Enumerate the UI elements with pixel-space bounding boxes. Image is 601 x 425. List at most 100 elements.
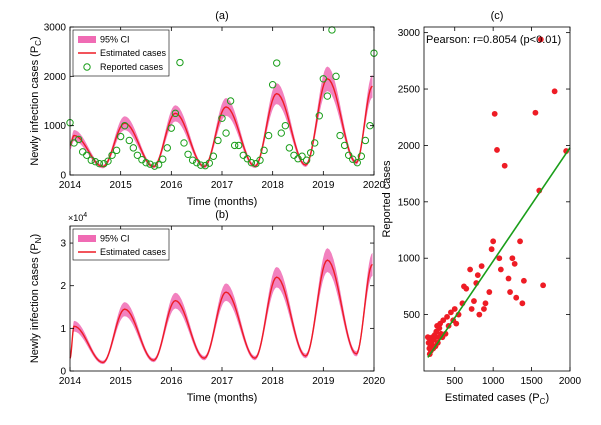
scatter-point (519, 300, 526, 307)
y-tick-label: 500 (403, 310, 420, 321)
reported-point (273, 59, 281, 67)
reported-point (78, 148, 87, 156)
scatter-point (467, 266, 474, 273)
scatter-point (491, 110, 498, 117)
panel-c: (c) 500 1000 1500 2000 500 1000 1500 2000 2500 30… (381, 10, 582, 406)
y-tick-label: 1500 (398, 197, 421, 208)
scatter-point (447, 309, 454, 316)
panel-a-y-axis-label-sub: C (34, 40, 43, 46)
reported-point (290, 151, 298, 159)
reported-point (171, 109, 180, 118)
reported-point (150, 162, 159, 170)
scatter-point (481, 306, 487, 312)
reported-point (256, 156, 264, 164)
reported-point (108, 151, 116, 159)
scatter-point (436, 325, 443, 332)
y-tick-label: 2000 (44, 72, 67, 83)
x-tick-label: 2016 (160, 180, 183, 191)
reported-point (70, 139, 78, 147)
scatter-point (488, 246, 495, 253)
reported-point (361, 136, 370, 145)
reported-point (218, 114, 226, 122)
panel-c-y-axis-label: Reported cases (381, 160, 393, 238)
reported-point (125, 136, 133, 145)
panel-b-y-axis-label-sub: N (34, 237, 43, 243)
panel-c-title: (c) (491, 10, 504, 22)
panel-b-legend-estimated-label: Estimated cases (100, 247, 167, 257)
scatter-point (511, 260, 518, 267)
reported-point (201, 161, 209, 170)
reported-point (133, 151, 142, 159)
reported-point (281, 121, 290, 130)
reported-point (163, 144, 171, 152)
reported-point (357, 152, 366, 160)
panel-a-estimated-line (69, 77, 373, 168)
scatter-point (474, 272, 481, 279)
reported-point (328, 26, 336, 34)
reported-point (277, 129, 285, 137)
panel-b-y-multiplier: ×104 (68, 212, 87, 223)
y-tick-label: 3 (60, 239, 66, 250)
scatter-point (468, 306, 475, 312)
reported-point (285, 144, 294, 152)
x-tick-label: 2020 (363, 180, 386, 191)
panel-c-x-axis-label-sub: C (540, 397, 546, 406)
reported-point (222, 129, 230, 137)
panel-b-legend-ci-swatch (78, 235, 96, 242)
x-tick-label: 2017 (211, 376, 234, 387)
reported-point (247, 158, 256, 167)
reported-point (146, 160, 154, 168)
reported-point (323, 92, 332, 100)
estimated-cases-line (69, 77, 373, 168)
x-tick-label: 1500 (520, 376, 543, 387)
y-tick-label: 2 (60, 281, 66, 292)
y-tick-label: 0 (60, 171, 66, 182)
panel-b-y-axis-label: Newly infection cases (PN) (29, 234, 43, 363)
panel-c-x-axis-label-close: ) (545, 392, 549, 404)
x-tick-label: 500 (446, 376, 463, 387)
scatter-point (496, 255, 503, 262)
reported-point (311, 139, 319, 147)
reported-point (167, 124, 176, 132)
reported-point (294, 155, 302, 163)
reported-point (142, 158, 150, 167)
reported-point (260, 146, 268, 155)
reported-point (184, 150, 192, 158)
x-tick-label: 1000 (482, 376, 505, 387)
reported-point (226, 97, 235, 105)
y-tick-label: 3000 (44, 23, 67, 34)
x-tick-label: 2015 (110, 376, 133, 387)
panel-b-legend: 95% CI Estimated cases (72, 228, 170, 261)
scatter-point (453, 320, 460, 327)
scatter-point (505, 275, 512, 282)
y-tick-label: 1000 (44, 121, 67, 132)
reported-point (197, 161, 205, 169)
panel-b-y-multiplier-exp: 4 (83, 212, 87, 219)
panel-a-reported-points (66, 26, 378, 170)
panel-b-x-axis-label: Time (months) (187, 392, 258, 404)
scatter-point (476, 311, 483, 318)
panel-a-y-axis-label-close: ) (29, 36, 41, 40)
scatter-point (532, 109, 539, 116)
reported-point (104, 157, 112, 165)
reported-point (243, 155, 252, 163)
panel-b-ticks: 2014 2015 2016 2017 2018 2019 2020 0 1 2 3 (59, 226, 386, 387)
reported-point (159, 155, 167, 163)
ci-band (70, 248, 373, 365)
reported-point (192, 158, 201, 167)
reported-point (344, 151, 353, 159)
x-tick-label: 2018 (262, 376, 285, 387)
panel-a-legend-reported-label: Reported cases (100, 62, 164, 72)
y-tick-label: 2000 (398, 141, 421, 152)
panel-c-x-axis-label-text: Estimated cases (P (445, 392, 540, 404)
reported-point (268, 81, 277, 89)
reported-point (353, 158, 361, 167)
reported-point (214, 136, 222, 145)
scatter-point (537, 36, 544, 43)
panel-c-plot-frame (423, 26, 571, 372)
panel-a: (a) 2014 2015 2016 2017 2018 2019 2020 0 1000 200… (29, 10, 386, 208)
panel-b-y-axis-label-close: ) (29, 234, 41, 238)
scatter-point (501, 162, 508, 169)
reported-point (230, 141, 239, 150)
